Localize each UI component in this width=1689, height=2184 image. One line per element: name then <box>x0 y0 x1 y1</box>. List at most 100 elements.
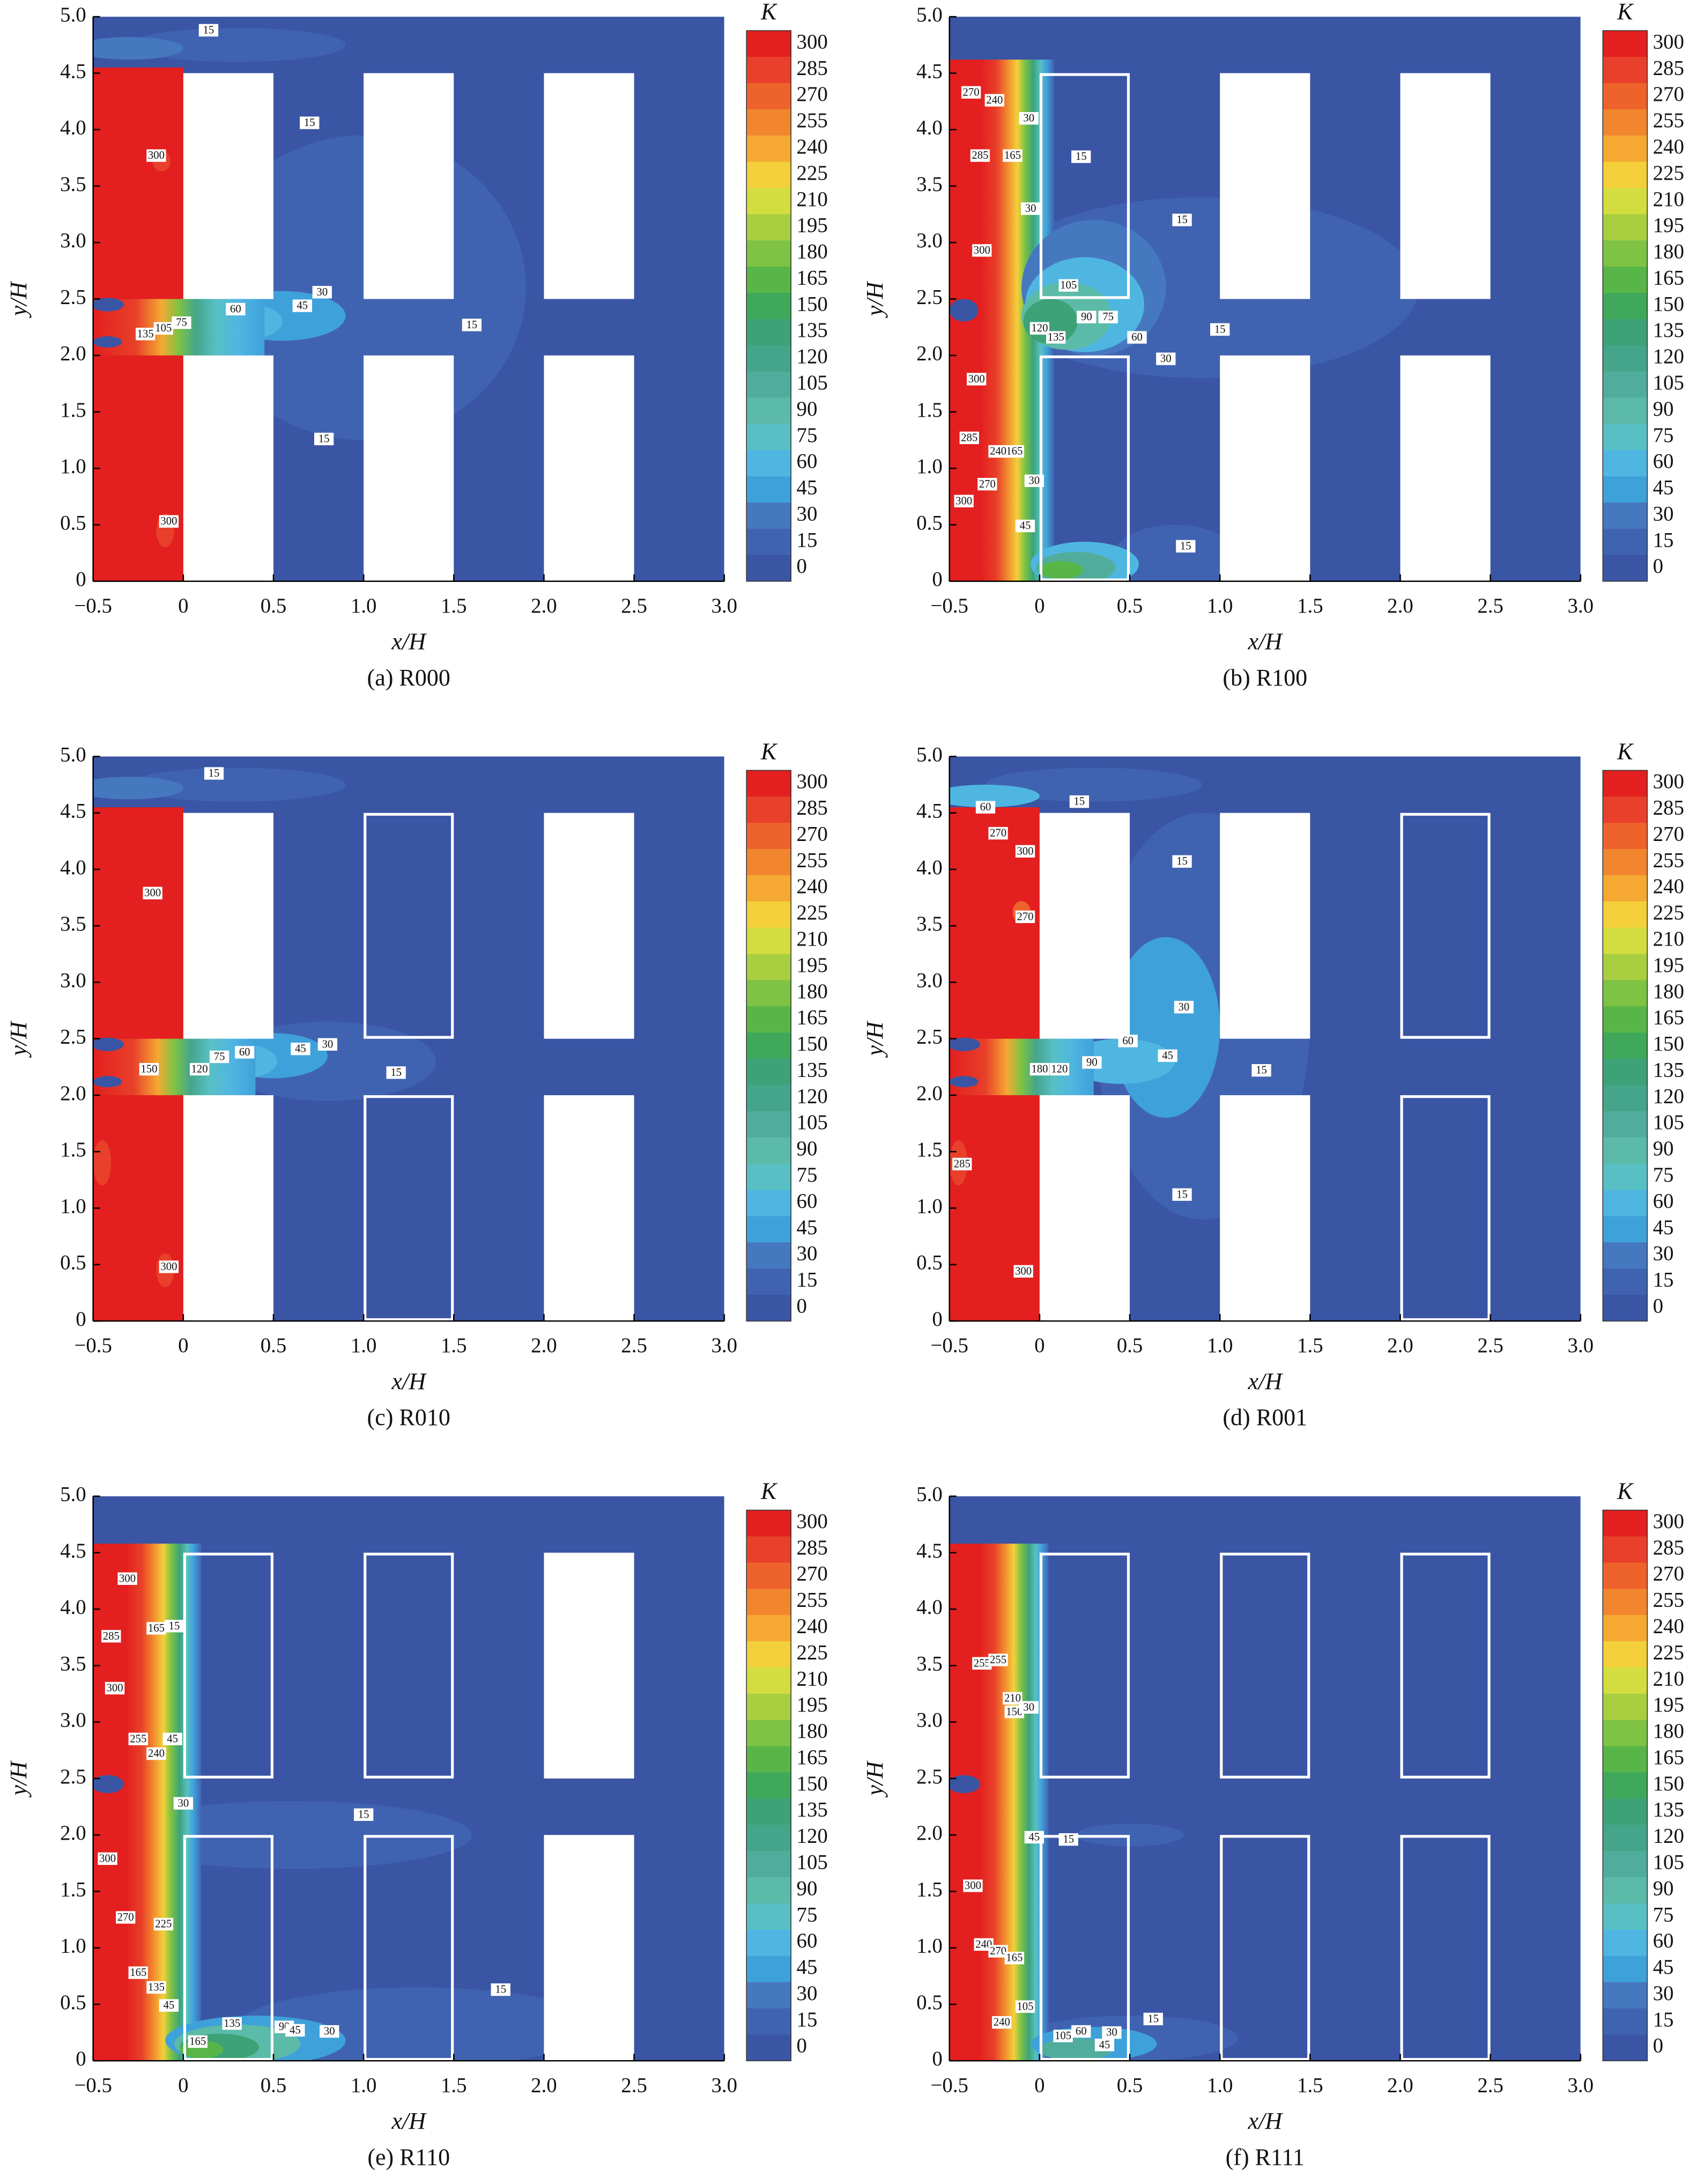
colorbar-band <box>1603 796 1648 823</box>
contour-label-box <box>984 94 1004 107</box>
y-axis-label: y/H <box>862 1760 888 1798</box>
contour-label-box <box>198 24 219 37</box>
field <box>949 1496 1581 2061</box>
contour-label: 225 <box>155 1919 172 1930</box>
colorbar-band <box>1603 1720 1648 1747</box>
colorbar-band <box>746 927 791 955</box>
colorbar-label: 270 <box>797 1562 828 1585</box>
open-building <box>364 813 454 1039</box>
colorbar-label: 285 <box>1653 796 1684 820</box>
open-building <box>1039 1552 1130 1779</box>
contour-label: 300 <box>148 150 165 161</box>
x-tick-label: 3.0 <box>711 594 737 617</box>
colorbar-label: 180 <box>797 240 828 263</box>
y-tick-label: 0.5 <box>916 1251 943 1274</box>
contour-label-box <box>159 1999 179 2012</box>
x-tick-label: 0.5 <box>1117 1334 1143 1357</box>
colorbar-label: 30 <box>1653 1242 1674 1265</box>
y-tick-label: 1.0 <box>916 1935 943 1958</box>
colorbar-band <box>1603 1268 1648 1295</box>
colorbar-band <box>1603 1641 1648 1668</box>
contour-label-box <box>963 1879 983 1892</box>
contour-label-box <box>1046 331 1066 344</box>
colorbar-title: K <box>760 0 778 25</box>
colorbar-label: 90 <box>1653 1877 1674 1900</box>
contour-label: 45 <box>164 1999 175 2011</box>
contour-label: 45 <box>295 1043 306 1055</box>
colorbar-band <box>1603 1693 1648 1721</box>
y-tick-label: 1.0 <box>916 455 943 478</box>
x-tick-label: −0.5 <box>930 2074 968 2097</box>
colorbar-band <box>746 1059 791 1086</box>
contour-label-box <box>961 86 981 99</box>
colorbar-label: 195 <box>797 1693 828 1716</box>
x-tick-label: −0.5 <box>930 1334 968 1357</box>
contour-label: 150 <box>1006 1706 1023 1718</box>
colorbar-label: 210 <box>797 1667 828 1690</box>
solid-building <box>183 1095 274 1321</box>
colorbar-band <box>746 1641 791 1668</box>
solid-building <box>1400 355 1491 581</box>
contour-region <box>949 1076 979 1088</box>
colorbar-label: 120 <box>797 345 828 368</box>
contour-region <box>949 1775 980 1794</box>
y-tick-label: 2.5 <box>916 1765 943 1788</box>
y-tick-label: 1.5 <box>60 1138 86 1161</box>
contour-label-box <box>1102 2026 1122 2039</box>
contour-label-box <box>1251 1064 1271 1077</box>
contour-label: 165 <box>189 2036 206 2048</box>
contour-label: 240 <box>986 94 1003 106</box>
solid-building <box>1220 73 1310 299</box>
contour-label-box <box>159 515 179 528</box>
colorbar-band <box>1603 823 1648 850</box>
y-tick-label: 4.0 <box>916 116 943 139</box>
x-tick-label: 2.5 <box>621 1334 647 1357</box>
contour-label: 30 <box>322 1038 334 1050</box>
y-tick-label: 0 <box>932 1308 942 1331</box>
contour-label-box <box>354 1808 374 1821</box>
contour-label-box <box>162 1732 182 1745</box>
contour-label: 45 <box>1020 520 1031 532</box>
x-tick-label: 1.0 <box>1207 1334 1233 1357</box>
contour-label-box <box>952 1157 972 1171</box>
contour-label-box <box>1172 1188 1192 1201</box>
colorbar-band <box>746 319 791 346</box>
y-tick-label: 4.0 <box>60 116 86 139</box>
colorbar-label: 285 <box>797 1536 828 1559</box>
colorbar-band <box>746 823 791 850</box>
x-tick-label: 2.0 <box>1387 2074 1413 2097</box>
contour-label-box <box>1118 1035 1138 1047</box>
x-tick-label: 0 <box>178 2074 188 2097</box>
colorbar-label: 0 <box>797 2034 807 2057</box>
contour-label: 300 <box>119 1573 136 1584</box>
contour-label-box <box>222 2017 242 2030</box>
colorbar-label: 300 <box>1653 30 1684 53</box>
contour-region <box>949 785 1040 808</box>
colorbar-band <box>746 503 791 529</box>
caption: (c) R010 <box>367 1404 450 1430</box>
colorbar-band <box>746 1216 791 1243</box>
contour-label: 105 <box>1055 2030 1071 2042</box>
x-tick-label: 3.0 <box>1567 1334 1594 1357</box>
contour-label-box <box>235 1046 255 1059</box>
x-tick-label: 2.5 <box>1477 1334 1503 1357</box>
y-tick-label: 1.0 <box>60 1194 86 1218</box>
x-tick-label: 2.5 <box>621 2074 647 2097</box>
colorbar-band <box>746 397 791 425</box>
colorbar-label: 30 <box>1653 1982 1674 2005</box>
colorbar-label: 135 <box>797 1798 828 1821</box>
open-building <box>183 1835 274 2061</box>
contour-label-box <box>967 373 987 386</box>
colorbar-label: 75 <box>1653 1163 1674 1186</box>
colorbar-band <box>1603 1825 1648 1851</box>
colorbar-label: 60 <box>1653 1190 1674 1213</box>
colorbar-label: 285 <box>1653 56 1684 79</box>
colorbar-frame <box>1602 1509 1648 2062</box>
x-tick-label: −0.5 <box>74 1334 112 1357</box>
colorbar-label: 195 <box>797 954 828 977</box>
contour-label: 75 <box>1102 311 1114 323</box>
x-tick-label: 1.0 <box>1207 594 1233 617</box>
colorbar-label: 210 <box>1653 188 1684 211</box>
